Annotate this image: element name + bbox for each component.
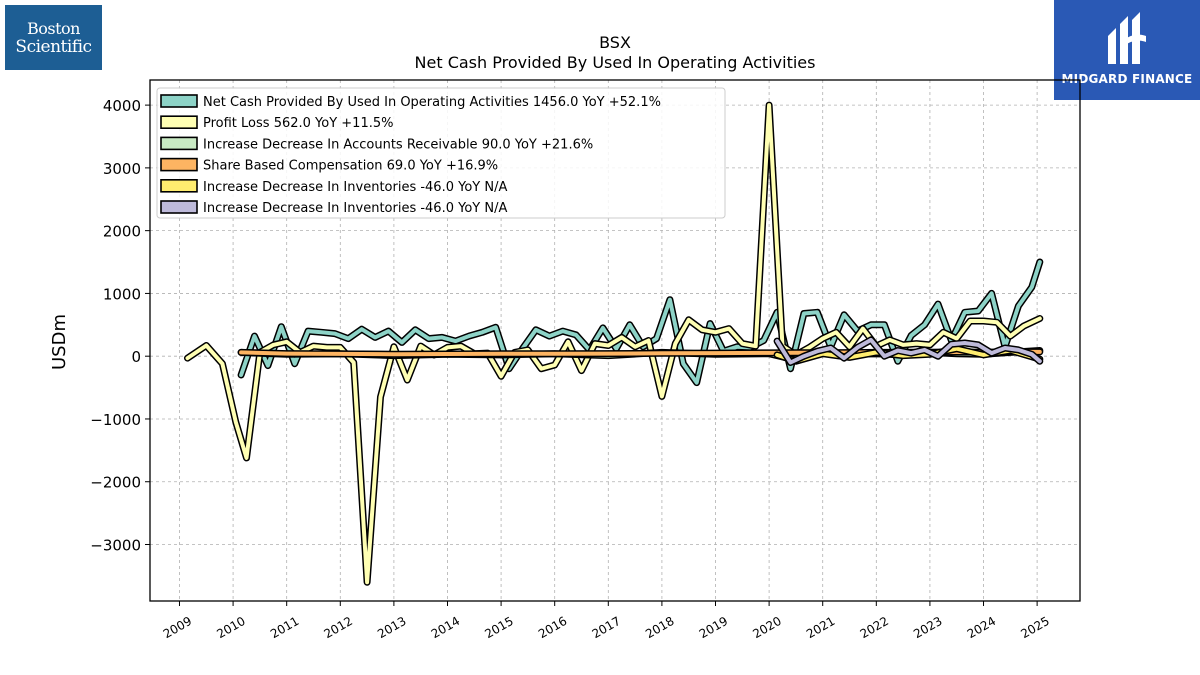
y-tick-label: −2000: [90, 474, 141, 492]
logo-right-text: MIDGARD FINANCE: [1061, 72, 1193, 86]
y-tick-label: 1000: [103, 285, 141, 303]
x-tick-label: 2016: [536, 614, 569, 641]
legend-swatch: [160, 157, 198, 172]
legend-label: Profit Loss 562.0 YoY +11.5%: [203, 116, 393, 131]
x-tick-label: 2013: [375, 614, 408, 641]
legend-label: Net Cash Provided By Used In Operating A…: [203, 95, 661, 110]
x-tick-label: 2021: [804, 614, 837, 641]
y-tick-label: −3000: [90, 537, 141, 555]
y-tick-label: −1000: [90, 411, 141, 429]
logo-left-line2: Scientific: [15, 36, 92, 57]
legend-swatch: [160, 179, 198, 193]
x-tick-label: 2010: [214, 614, 247, 641]
boston-scientific-logo: Boston Scientific: [5, 5, 102, 70]
y-ticks: 4000 3000 2000 1000 0 −1000 −2000 −3000: [90, 97, 150, 555]
legend-label: Increase Decrease In Accounts Receivable…: [203, 137, 593, 152]
x-tick-label: 2020: [750, 614, 783, 641]
x-tick-label: 2009: [161, 614, 194, 641]
legend-swatch: [160, 115, 198, 129]
chart-subtitle: Net Cash Provided By Used In Operating A…: [415, 53, 816, 72]
x-tick-label: 2024: [965, 614, 998, 641]
x-tick-label: 2023: [911, 614, 944, 641]
x-tick-label: 2015: [482, 614, 515, 641]
series-outline-net-cash-provided-by-used-in-operating-activities: [237, 258, 1044, 387]
legend: Net Cash Provided By Used In Operating A…: [156, 87, 726, 219]
x-tick-label: 2012: [322, 614, 355, 641]
series-line-net-cash-provided-by-used-in-operating-activities: [239, 260, 1042, 385]
legend-box: [156, 87, 726, 219]
x-tick-label: 2017: [590, 614, 623, 641]
series-line-increase-decrease-in-inventories: [775, 337, 1042, 365]
x-ticks: 2009 2010 2011 2012 2013 2014 2015 2016 2017 2018…: [161, 601, 1052, 641]
y-tick-label: 4000: [103, 97, 141, 115]
series-layer: [184, 101, 1044, 586]
x-tick-label: 2018: [643, 614, 676, 641]
x-tick-label: 2022: [858, 614, 891, 641]
x-tick-label: 2025: [1018, 614, 1051, 641]
x-tick-label: 2019: [697, 614, 730, 641]
midgard-finance-logo: MIDGARD FINANCE: [1054, 0, 1200, 100]
logo-left-line1: Boston: [27, 18, 80, 38]
midgard-mark-icon: [1108, 12, 1146, 64]
chart-title: BSX: [599, 33, 631, 52]
legend-label: Increase Decrease In Inventories -46.0 Y…: [203, 180, 507, 195]
series-line-profit-loss: [185, 103, 1042, 585]
legend-swatch: [160, 136, 198, 151]
x-tick-label: 2014: [429, 614, 462, 641]
y-tick-label: 0: [131, 348, 141, 366]
legend-swatch: [160, 200, 198, 214]
legend-swatch: [160, 94, 198, 108]
y-tick-label: 2000: [103, 223, 141, 241]
y-tick-label: 3000: [103, 160, 141, 178]
plot-frame: [149, 79, 1081, 602]
legend-label: Increase Decrease In Inventories -46.0 Y…: [203, 201, 507, 216]
legend-label: Share Based Compensation 69.0 YoY +16.9%: [203, 159, 498, 174]
x-tick-label: 2011: [268, 614, 301, 641]
y-axis-label: USDm: [49, 314, 70, 370]
